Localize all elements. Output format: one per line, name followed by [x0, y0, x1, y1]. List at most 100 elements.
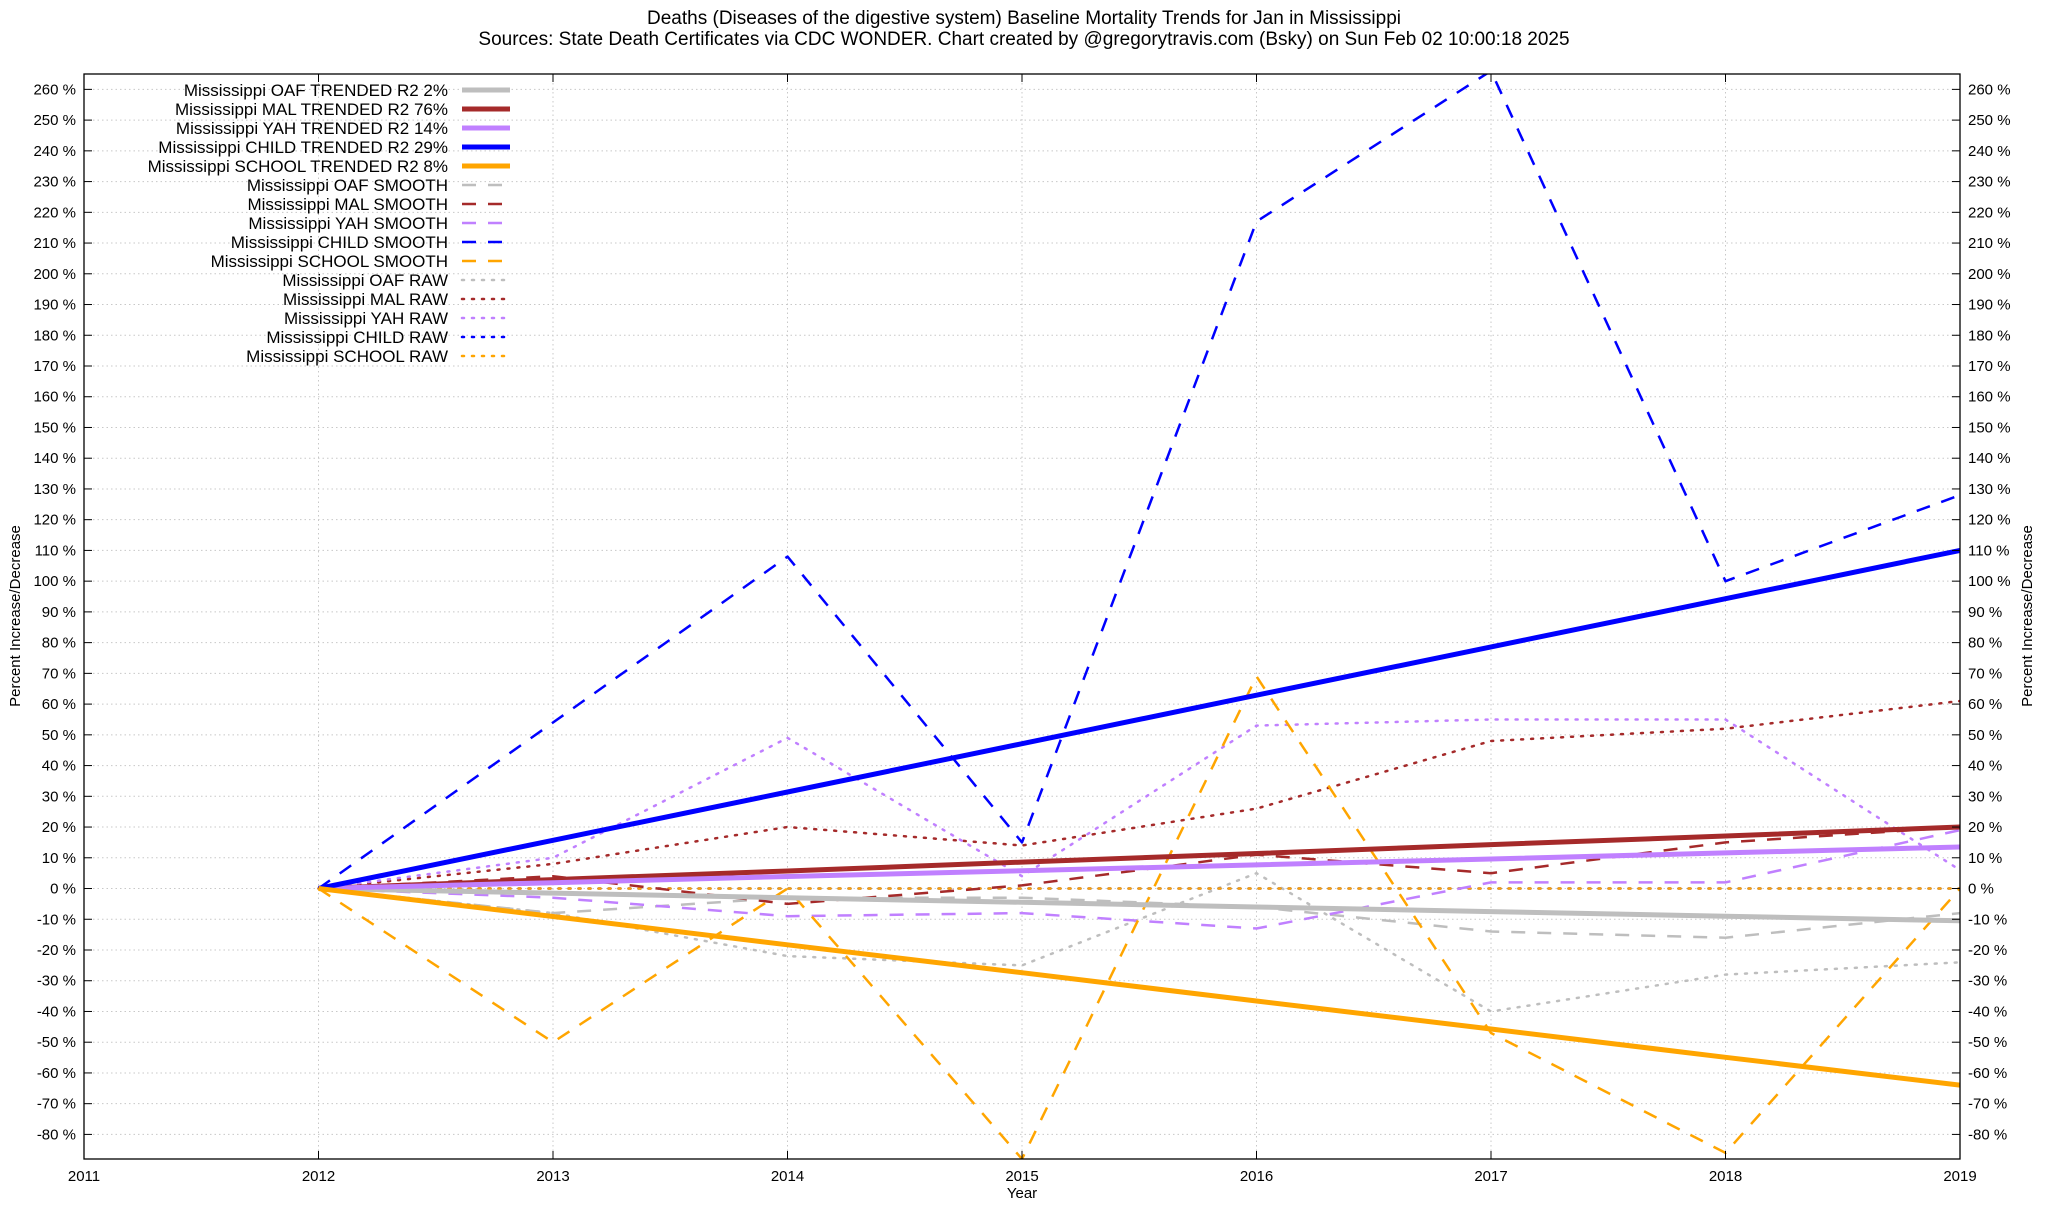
y-tick-label: 160 % — [33, 389, 76, 406]
series-line-10 — [317, 871, 1960, 1013]
x-tick-label: 2013 — [536, 1168, 569, 1185]
y-tick-label: -60 % — [37, 1065, 76, 1082]
y2-tick-label: 90 % — [1968, 604, 2002, 621]
y-tick-label: 100 % — [33, 573, 76, 590]
x-tick-label: 2011 — [68, 1168, 100, 1185]
series-line-11 — [317, 699, 1960, 890]
y2-tick-label: -40 % — [1968, 1003, 2007, 1020]
y-tick-label: 260 % — [33, 81, 76, 98]
y2-tick-label: -80 % — [1968, 1126, 2007, 1143]
y-tick-label: 10 % — [42, 850, 76, 867]
y-tick-label: 50 % — [42, 727, 76, 744]
legend-entry-label: Mississippi YAH TRENDED R2 14% — [176, 119, 448, 138]
y-axis-label: Percent Increase/Decrease — [7, 525, 24, 707]
y-tick-label: 220 % — [33, 204, 76, 221]
y2-tick-label: 20 % — [1968, 819, 2002, 836]
legend-entry-label: Mississippi SCHOOL TRENDED R2 8% — [148, 157, 448, 176]
y-tick-label: 150 % — [33, 419, 76, 436]
legend-entry-label: Mississippi SCHOOL RAW — [246, 347, 448, 366]
legend-entry-label: Mississippi YAH SMOOTH — [248, 214, 448, 233]
legend-entry-label: Mississippi CHILD SMOOTH — [231, 233, 448, 252]
y2-tick-label: 150 % — [1968, 419, 2011, 436]
y-tick-label: 130 % — [33, 481, 76, 498]
y2-tick-label: -70 % — [1968, 1096, 2007, 1113]
series-line-3 — [317, 547, 1960, 891]
y2-tick-label: 130 % — [1968, 481, 2011, 498]
legend-entry-label: Mississippi CHILD TRENDED R2 29% — [158, 138, 448, 157]
y-tick-label: 170 % — [33, 358, 76, 375]
legend-entry-label: Mississippi SCHOOL SMOOTH — [211, 252, 448, 271]
x-axis-label: Year — [1007, 1185, 1037, 1200]
y-tick-label: 230 % — [33, 174, 76, 191]
x-tick-label: 2017 — [1474, 1168, 1507, 1185]
series-line-2 — [318, 844, 1960, 891]
y2-tick-label: 60 % — [1968, 696, 2002, 713]
y2-tick-label: 200 % — [1968, 266, 2011, 283]
y2-tick-label: 190 % — [1968, 297, 2011, 314]
y-tick-label: -20 % — [37, 942, 76, 959]
y2-tick-label: -20 % — [1968, 942, 2007, 959]
y2-tick-label: 50 % — [1968, 727, 2002, 744]
x-tick-label: 2019 — [1943, 1168, 1976, 1185]
y-tick-label: 40 % — [42, 758, 76, 775]
y2-tick-label: 170 % — [1968, 358, 2011, 375]
legend: Mississippi OAF TRENDED R2 2% Mississippi… — [148, 81, 512, 366]
y2-tick-label: 100 % — [1968, 573, 2011, 590]
y2-tick-label: 40 % — [1968, 758, 2002, 775]
y2-tick-label: -50 % — [1968, 1034, 2007, 1051]
y-tick-label: -10 % — [37, 911, 76, 928]
x-tick-label: 2012 — [302, 1168, 335, 1185]
y-tick-label: -50 % — [37, 1034, 76, 1051]
x-tick-label: 2018 — [1709, 1168, 1742, 1185]
chart-title: Deaths (Diseases of the digestive system… — [647, 8, 1401, 29]
y2-tick-label: 0 % — [1968, 881, 1994, 898]
legend-entry-label: Mississippi MAL SMOOTH — [247, 195, 448, 214]
y2-tick-label: 160 % — [1968, 389, 2011, 406]
y-tick-label: 180 % — [33, 327, 76, 344]
series-line-8 — [317, 74, 1960, 890]
y-tick-label: 240 % — [33, 143, 76, 160]
y-tick-label: 210 % — [33, 235, 76, 252]
y-tick-label: 60 % — [42, 696, 76, 713]
series-line-4 — [318, 886, 1960, 1088]
legend-entry-label: Mississippi OAF SMOOTH — [247, 176, 448, 195]
legend-entry-label: Mississippi OAF TRENDED R2 2% — [184, 81, 448, 100]
y2-tick-label: 140 % — [1968, 450, 2011, 467]
series-layer — [317, 74, 1960, 1159]
y-tick-label: -80 % — [37, 1126, 76, 1143]
y-tick-label: 140 % — [33, 450, 76, 467]
y-tick-label: 190 % — [33, 297, 76, 314]
y2-tick-label: 10 % — [1968, 850, 2002, 867]
y2-tick-label: -60 % — [1968, 1065, 2007, 1082]
y2-tick-label: 180 % — [1968, 327, 2011, 344]
y-tick-label: -70 % — [37, 1096, 76, 1113]
y-tick-label: 120 % — [33, 512, 76, 529]
y2-tick-label: 70 % — [1968, 665, 2002, 682]
y-tick-label: -40 % — [37, 1003, 76, 1020]
y-tick-label: 250 % — [33, 112, 76, 129]
y2-tick-label: -10 % — [1968, 911, 2007, 928]
y2-tick-label: 250 % — [1968, 112, 2011, 129]
y-tick-label: 70 % — [42, 665, 76, 682]
y-tick-label: 0 % — [50, 881, 76, 898]
y-tick-label: 30 % — [42, 788, 76, 805]
y2-tick-label: 230 % — [1968, 174, 2011, 191]
y2-tick-label: 260 % — [1968, 81, 2011, 98]
legend-entry-label: Mississippi YAH RAW — [284, 309, 448, 328]
x-tick-label: 2015 — [1005, 1168, 1038, 1185]
legend-entry-label: Mississippi CHILD RAW — [266, 328, 448, 347]
y-tick-label: 90 % — [42, 604, 76, 621]
y-tick-label: 110 % — [35, 542, 76, 559]
y2-tick-label: 30 % — [1968, 788, 2002, 805]
y-tick-label: 80 % — [42, 635, 76, 652]
y-tick-label: 20 % — [42, 819, 76, 836]
series-line-1 — [318, 824, 1960, 891]
series-line-0 — [318, 886, 1960, 924]
y2-axis-label: Percent Increase/Decrease — [2019, 525, 2036, 707]
y-tick-label: -30 % — [37, 973, 76, 990]
chart-subtitle: Sources: State Death Certificates via CD… — [478, 29, 1569, 50]
y2-tick-label: 120 % — [1968, 512, 2011, 529]
legend-entry-label: Mississippi MAL RAW — [283, 290, 448, 309]
